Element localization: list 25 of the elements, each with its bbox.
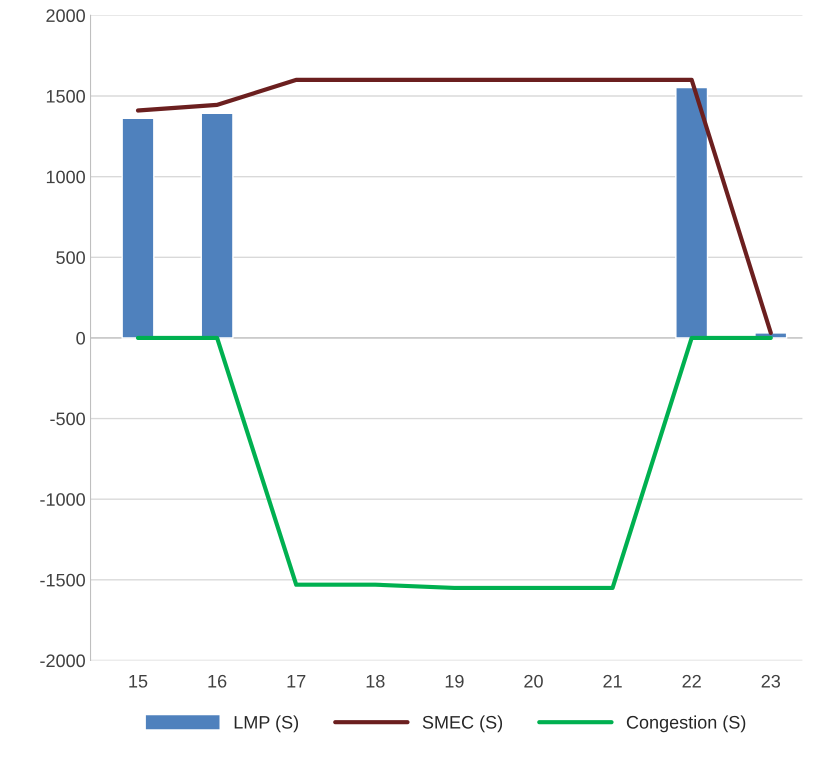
legend-label: LMP (S) <box>234 715 298 732</box>
x-tick-label: 17 <box>288 675 306 688</box>
x-tick-label: 16 <box>208 674 226 688</box>
bar <box>121 118 155 339</box>
x-tick-label: 23 <box>762 674 780 688</box>
x-tick-label: 20 <box>524 674 543 688</box>
x-tick-label: 18 <box>366 674 385 688</box>
y-tick-label: 2000 <box>46 9 85 22</box>
x-tick-label: 15 <box>129 675 148 688</box>
y-tick-label: -1000 <box>40 493 85 506</box>
y-tick-label: -2000 <box>40 654 85 668</box>
y-tick-label: 500 <box>56 251 85 264</box>
x-tick-label: 21 <box>603 674 622 688</box>
bar <box>675 86 708 339</box>
x-tick-label: 19 <box>446 674 464 688</box>
legend-label: Congestion (S) <box>626 715 746 732</box>
y-tick-label: 1500 <box>46 90 85 103</box>
y-tick-label: -500 <box>50 412 85 426</box>
line-series <box>136 78 773 336</box>
y-tick-label: 1000 <box>46 170 85 184</box>
y-tick-label: 0 <box>76 332 85 345</box>
x-tick-label: 22 <box>682 674 701 688</box>
y-tick-label: -1500 <box>40 574 85 587</box>
legend-label: SMEC (S) <box>422 715 502 732</box>
bar <box>200 112 234 339</box>
